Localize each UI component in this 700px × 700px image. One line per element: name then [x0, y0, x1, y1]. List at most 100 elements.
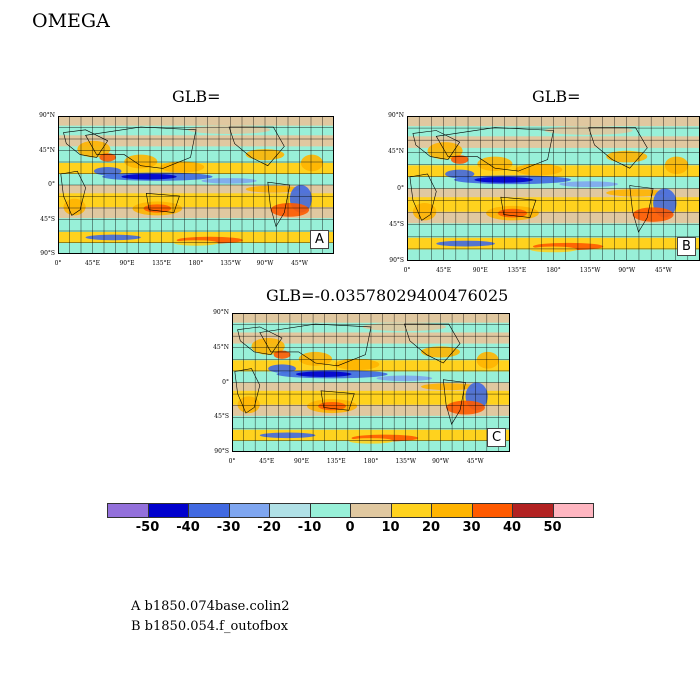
field-blob: [318, 401, 346, 411]
legend-entry-a: A b1850.074base.colin2: [131, 599, 290, 614]
lat-label: 0°: [222, 378, 229, 386]
lon-label: 135°W: [395, 458, 417, 465]
continent-outline: [500, 196, 537, 218]
continent-outline: [259, 323, 372, 367]
colorbar-swatch: [107, 503, 149, 518]
colorbar-swatch: [188, 503, 230, 518]
lat-label: 45°S: [389, 220, 404, 228]
field-blob: [124, 154, 158, 169]
panel-c-title: GLB=-0.03578029400476025: [266, 286, 509, 305]
lat-label: 45°S: [40, 215, 55, 223]
colorbar-swatch: [350, 503, 392, 518]
field-blob: [93, 167, 122, 176]
colorbar-label: 40: [502, 520, 522, 535]
field-blob: [559, 181, 618, 188]
colorbar-swatch: [512, 503, 554, 518]
colorbar-label: 20: [421, 520, 441, 535]
lon-label: 45°W: [654, 267, 672, 274]
field-blob: [295, 371, 352, 377]
continent-outline: [403, 323, 461, 364]
lat-label: 0°: [397, 184, 404, 192]
colorbar-swatch: [390, 503, 432, 518]
colorbar-label: -40: [176, 520, 200, 535]
field-blob: [121, 173, 177, 180]
lon-label: 180°: [188, 260, 204, 267]
lon-label: 135°E: [326, 458, 346, 465]
colorbar-label: -10: [297, 520, 322, 535]
lon-label: 0°: [228, 458, 236, 465]
continent-outline: [320, 390, 355, 411]
panel-b-tag: B: [677, 237, 696, 256]
panel-b-title: GLB=: [532, 87, 581, 106]
panel-a-title: GLB=: [172, 87, 221, 106]
field-blob: [201, 178, 257, 184]
lat-label: 90°S: [40, 250, 55, 257]
lon-label: 90°E: [472, 267, 488, 274]
field-blob: [63, 198, 86, 216]
colorbar-swatch: [431, 503, 473, 518]
field-blob: [237, 396, 260, 414]
field-blob: [259, 432, 316, 439]
lat-label: 90°N: [39, 112, 55, 119]
panel-b-map: [407, 116, 700, 261]
field-blob: [376, 375, 433, 382]
field-blob: [77, 140, 111, 158]
field-blob: [245, 185, 301, 193]
lat-label: 0°: [48, 181, 55, 188]
panel-a-map: [58, 116, 334, 254]
field-blob: [664, 156, 689, 174]
colorbar-swatch: [552, 503, 594, 518]
lon-label: 45°W: [291, 260, 308, 267]
field-blob: [445, 169, 475, 179]
lon-label: 90°E: [119, 260, 135, 267]
lat-label: 90°S: [389, 257, 404, 264]
colorbar-label: 10: [381, 520, 400, 535]
field-blob: [273, 350, 291, 359]
field-blob: [421, 383, 477, 391]
lat-label: 45°N: [39, 146, 55, 154]
continent-outline: [145, 192, 180, 213]
field-blob: [334, 358, 380, 370]
field-blob: [99, 153, 116, 162]
continent-outline: [237, 326, 283, 356]
legend-entry-b: B b1850.054.f_outofbox: [131, 619, 289, 634]
continent-outline: [63, 129, 109, 158]
colorbar-label: -20: [257, 520, 281, 535]
lon-label: 90°W: [618, 267, 636, 274]
field-blob: [160, 161, 205, 173]
field-blob: [477, 156, 513, 172]
continent-outline: [435, 127, 554, 172]
colorbar-swatch: [309, 503, 351, 518]
colorbar-swatch: [269, 503, 311, 518]
lon-label: 45°E: [259, 458, 275, 465]
figure-title: OMEGA: [32, 10, 110, 32]
panel-c-tag: C: [487, 428, 506, 447]
continent-outline: [60, 170, 86, 216]
lon-label: 45°E: [84, 260, 100, 267]
colorbar-swatch: [147, 503, 189, 518]
continent-outline: [588, 127, 648, 169]
colorbar-label: 30: [462, 520, 481, 535]
lat-label: 45°N: [213, 343, 229, 351]
lon-label: 0°: [54, 260, 62, 267]
continent-outline: [228, 126, 285, 167]
lon-label: 45°E: [436, 267, 452, 274]
lat-label: 45°N: [388, 148, 404, 156]
colorbar-label: -50: [135, 520, 160, 535]
continent-outline: [409, 173, 437, 221]
lon-label: 135°W: [579, 267, 601, 274]
colorbar-swatch: [471, 503, 513, 518]
field-blob: [362, 322, 447, 332]
field-blob: [298, 351, 333, 366]
colorbar-swatch: [228, 503, 270, 518]
field-blob: [427, 142, 463, 160]
panel-a-tag: A: [310, 230, 329, 249]
lon-label: 135°E: [152, 260, 171, 267]
panel-c-map: [232, 313, 510, 452]
field-blob: [474, 176, 533, 183]
field-blob: [268, 364, 296, 373]
lat-label: 90°N: [388, 112, 404, 119]
field-blob: [187, 125, 271, 134]
colorbar-label: 0: [345, 520, 355, 535]
lon-label: 90°W: [256, 260, 274, 267]
